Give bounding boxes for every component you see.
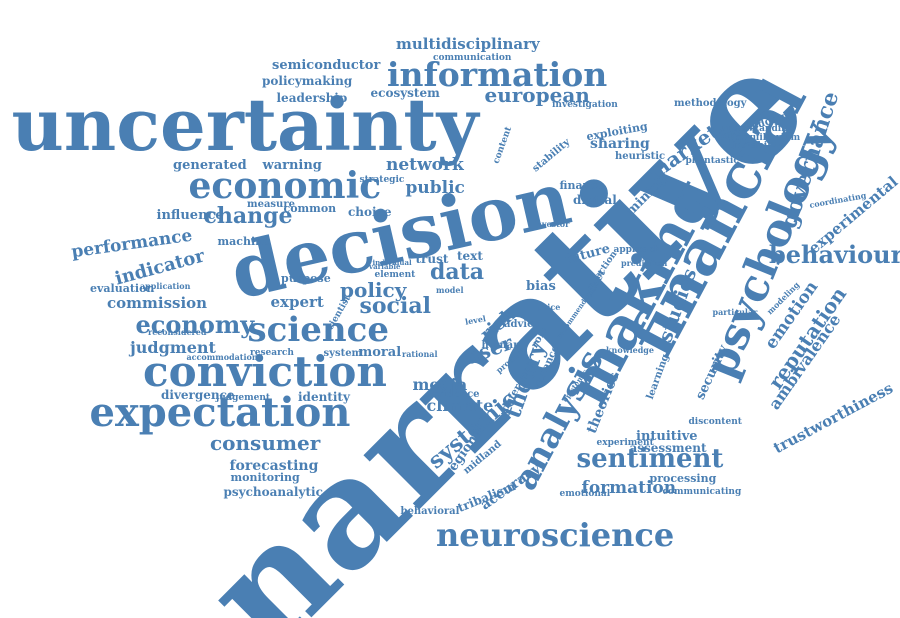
word: data bbox=[430, 259, 485, 285]
word: change bbox=[203, 203, 293, 229]
word: judgment bbox=[130, 338, 216, 357]
word: behaviour bbox=[769, 240, 900, 269]
word: monitoring bbox=[230, 470, 300, 484]
word: information bbox=[387, 54, 608, 94]
word: commission bbox=[107, 293, 208, 312]
word: evaluation bbox=[90, 281, 155, 295]
word: intuitive bbox=[636, 428, 698, 444]
word: content bbox=[491, 124, 514, 165]
word: assessment bbox=[629, 441, 707, 455]
word: consumer bbox=[210, 431, 321, 455]
word: finance bbox=[559, 178, 605, 192]
word: communicating bbox=[662, 486, 742, 497]
word: network bbox=[386, 154, 464, 175]
word: leadership bbox=[276, 91, 348, 105]
word: individual bbox=[372, 257, 412, 267]
word: conviction bbox=[143, 347, 387, 396]
word: advice bbox=[504, 319, 540, 330]
word: uncertainty bbox=[11, 82, 479, 167]
word: formation bbox=[581, 477, 677, 498]
word: influence bbox=[156, 207, 224, 223]
word: element bbox=[374, 269, 416, 280]
word: public bbox=[405, 177, 465, 198]
word: divergence bbox=[161, 388, 235, 402]
word: social bbox=[359, 293, 431, 319]
word: methodology bbox=[674, 98, 747, 109]
word: forecasting bbox=[229, 458, 319, 474]
word: learning bbox=[644, 352, 671, 401]
word: application bbox=[140, 281, 191, 291]
word: behavioral bbox=[400, 506, 460, 517]
word: investor bbox=[533, 219, 570, 229]
word: investigation bbox=[552, 99, 618, 110]
word: warning bbox=[262, 157, 322, 173]
word: common bbox=[283, 201, 337, 215]
word: research bbox=[250, 347, 294, 358]
word: price bbox=[537, 302, 561, 312]
word: evidence bbox=[430, 389, 480, 400]
word: policymaking bbox=[262, 74, 353, 88]
word: rational bbox=[402, 349, 438, 359]
word: accommodation bbox=[186, 352, 258, 362]
word: communication bbox=[433, 52, 512, 63]
word: model bbox=[436, 285, 464, 295]
word: discontent bbox=[688, 416, 742, 427]
word: emotional bbox=[559, 488, 611, 499]
word: identity bbox=[298, 390, 350, 404]
word: human bbox=[481, 340, 521, 351]
word: purpose bbox=[281, 271, 331, 285]
word: trust bbox=[415, 252, 449, 266]
word: experiment bbox=[596, 437, 654, 448]
word: multidisciplinary bbox=[396, 34, 540, 53]
word: expectation bbox=[89, 389, 351, 436]
word: system bbox=[323, 348, 363, 359]
word: sentiment bbox=[576, 444, 724, 474]
word: prediction bbox=[621, 258, 668, 268]
word: european bbox=[484, 83, 590, 107]
word: instability bbox=[732, 140, 784, 151]
word: economic bbox=[188, 165, 382, 207]
word: digital bbox=[573, 193, 617, 207]
word: heuristic bbox=[615, 151, 666, 162]
word: science bbox=[247, 310, 389, 350]
word: processing bbox=[649, 471, 717, 485]
word: disequilibrium bbox=[726, 132, 801, 143]
word: policy bbox=[340, 278, 407, 302]
word: sharing bbox=[590, 136, 650, 152]
word: psychoanalytic bbox=[223, 485, 323, 499]
word: knowledge bbox=[606, 345, 654, 355]
word: judgement bbox=[216, 392, 271, 403]
word: expert bbox=[270, 292, 324, 311]
word: media bbox=[412, 375, 468, 394]
word: approach bbox=[613, 244, 661, 255]
word: economy bbox=[135, 310, 255, 339]
word: text bbox=[457, 249, 483, 263]
word: choice bbox=[348, 205, 392, 219]
word: moral bbox=[358, 344, 402, 360]
word: understanding bbox=[720, 123, 794, 134]
word: phantastic bbox=[685, 155, 739, 166]
word: semiconductor bbox=[272, 57, 381, 73]
word: climate bbox=[426, 396, 494, 415]
word: measure bbox=[247, 199, 295, 210]
word: reconsidered bbox=[148, 327, 207, 337]
word: ecosystem bbox=[370, 86, 440, 100]
word: variable bbox=[369, 261, 401, 271]
word: neuroscience bbox=[436, 516, 675, 554]
word: machine bbox=[217, 234, 271, 248]
word: particular bbox=[712, 307, 758, 317]
word: bias bbox=[526, 278, 556, 294]
word: generated bbox=[173, 157, 247, 173]
word: strategic bbox=[359, 174, 405, 185]
